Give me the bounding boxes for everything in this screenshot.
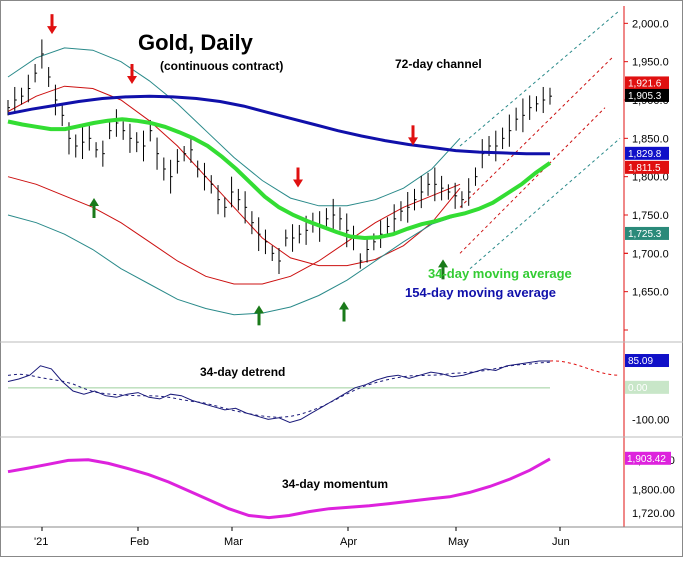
momentum-label: 34-day momentum bbox=[282, 477, 388, 491]
xtick-label: Jun bbox=[552, 536, 570, 548]
price-value-tag bbox=[625, 76, 669, 90]
price-ytick-label: 2,000.0 bbox=[632, 18, 669, 30]
xtick-label: Apr bbox=[340, 536, 357, 548]
price-panel: 2,000.01,950.01,900.01,850.01,800.01,750… bbox=[7, 11, 669, 331]
detrend-label: 34-day detrend bbox=[200, 365, 285, 379]
ma34-line bbox=[7, 117, 552, 241]
price-ytick-label: 1,750.0 bbox=[632, 210, 669, 222]
up-arrow-head bbox=[438, 259, 448, 268]
momentum-ytick-label: 1,800.00 bbox=[632, 484, 675, 496]
price-ytick-label: 1,950.0 bbox=[632, 57, 669, 69]
channel-upper-outer-projection bbox=[459, 11, 619, 147]
price-value-tag bbox=[625, 226, 669, 240]
down-arrow-head bbox=[47, 26, 57, 35]
momentum-panel: 1,900.001,800.001,720.001,903.42 bbox=[7, 451, 675, 520]
price-value-tag-text: 1,829.8 bbox=[628, 149, 662, 160]
down-arrow-head bbox=[408, 137, 418, 146]
up-arrow-head bbox=[339, 301, 349, 310]
ma34-label: 34-day moving average bbox=[428, 266, 572, 281]
detrend-value-tag bbox=[625, 354, 669, 368]
down-arrow-head bbox=[127, 76, 137, 84]
price-ytick-label: 1,850.0 bbox=[632, 133, 669, 145]
channel-lower-inner-projection bbox=[459, 107, 606, 254]
axes: '21 Feb Mar Apr May Jun bbox=[34, 527, 570, 548]
chart-subtitle: (continuous contract) bbox=[160, 59, 283, 73]
xtick-label: Mar bbox=[224, 536, 243, 548]
up-arrow-head bbox=[89, 198, 99, 206]
down-arrow-head bbox=[293, 179, 303, 188]
xtick-label: May bbox=[448, 536, 469, 548]
momentum-ytick-label: 1,720.00 bbox=[632, 508, 675, 520]
price-value-tag-text: 1,921.6 bbox=[628, 78, 662, 89]
momentum-value-tag bbox=[625, 451, 671, 465]
channel-lower-inner bbox=[7, 176, 461, 285]
price-ytick-label: 1,700.0 bbox=[632, 248, 669, 260]
detrend-projection bbox=[549, 360, 621, 376]
price-ytick-label: 1,800.0 bbox=[632, 172, 669, 184]
ma154-label: 154-day moving average bbox=[405, 285, 556, 300]
momentum-line bbox=[7, 457, 551, 520]
channel-lower-outer bbox=[7, 214, 461, 316]
chart-title: Gold, Daily bbox=[138, 30, 254, 55]
price-value-tag-text: 1,725.3 bbox=[628, 229, 662, 240]
momentum-value-tag-text: 1,903.42 bbox=[627, 454, 666, 465]
xtick-label: Feb bbox=[130, 536, 149, 548]
channel-upper-outer bbox=[7, 47, 461, 207]
channel-label: 72-day channel bbox=[395, 57, 482, 71]
price-value-tag bbox=[625, 88, 669, 102]
xtick-label: '21 bbox=[34, 536, 48, 548]
detrend-value-tag-text: 0.00 bbox=[628, 383, 648, 394]
up-arrow-head bbox=[254, 305, 264, 314]
detrend-value-tag-text: 85.09 bbox=[628, 356, 653, 367]
price-value-tag-text: 1,811.5 bbox=[628, 163, 661, 174]
detrend-ytick-label: -100.00 bbox=[632, 414, 669, 426]
price-value-tag-text: 1,905.3 bbox=[628, 91, 662, 102]
price-value-tag bbox=[625, 160, 669, 174]
price-ytick-label: 1,650.0 bbox=[632, 287, 669, 299]
ma154-line bbox=[7, 94, 550, 156]
detrend-value-tag bbox=[625, 380, 669, 394]
detrend-smoothed bbox=[7, 361, 551, 418]
price-value-tag bbox=[625, 146, 669, 160]
